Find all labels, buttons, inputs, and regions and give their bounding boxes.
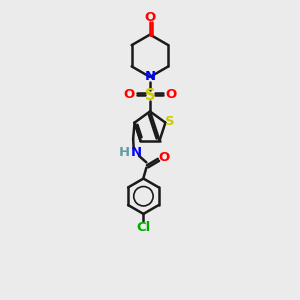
Text: Cl: Cl xyxy=(136,221,151,234)
Text: S: S xyxy=(145,88,155,103)
Text: O: O xyxy=(158,151,170,164)
Text: S: S xyxy=(165,115,175,128)
Text: O: O xyxy=(144,11,156,24)
Text: O: O xyxy=(165,88,176,101)
Text: H: H xyxy=(119,146,130,159)
Text: O: O xyxy=(124,88,135,101)
Text: N: N xyxy=(144,70,156,83)
Text: N: N xyxy=(131,146,142,159)
